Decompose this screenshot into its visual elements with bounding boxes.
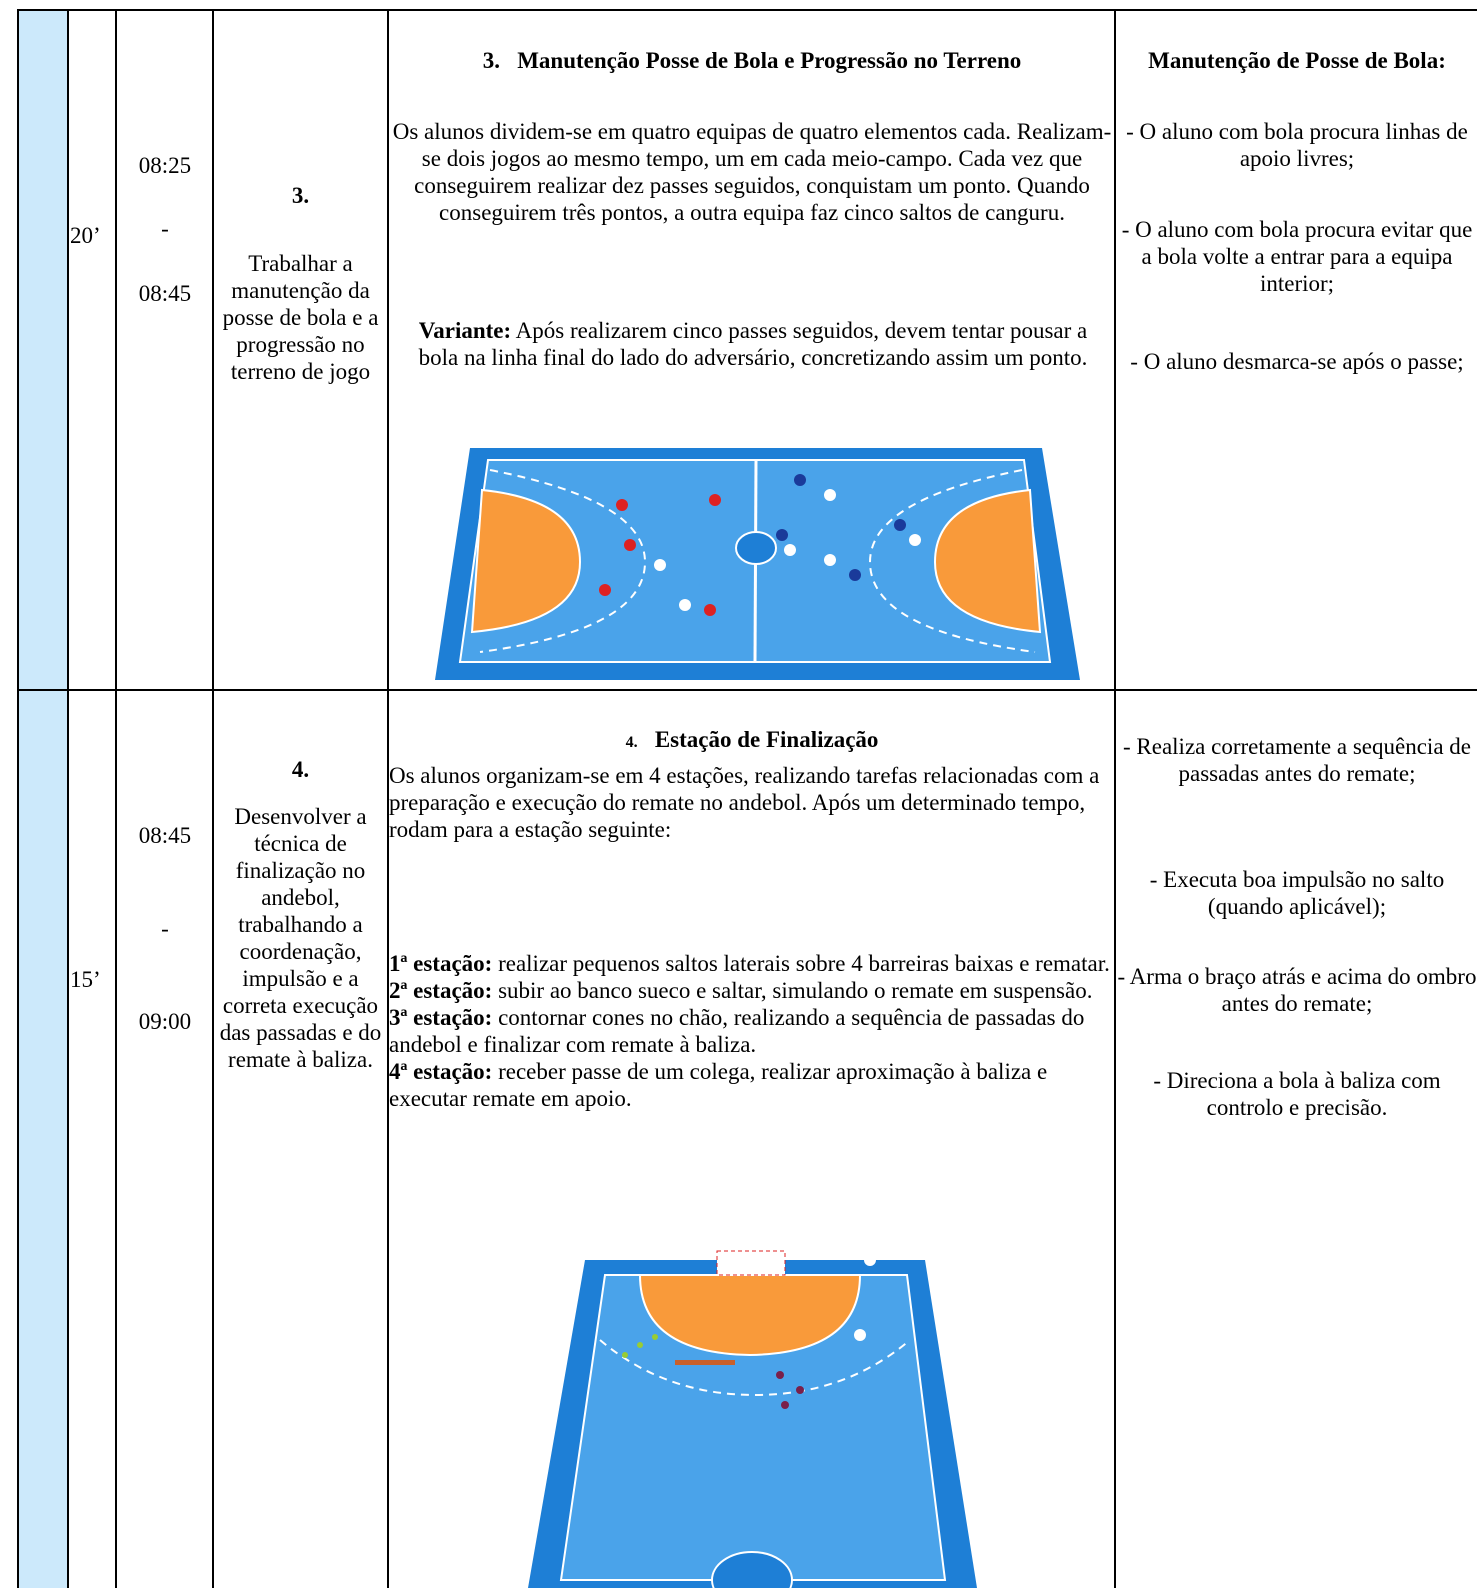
variant-label: Variante:	[418, 318, 512, 343]
border	[387, 9, 389, 1588]
cone	[796, 1386, 804, 1394]
player	[599, 584, 611, 596]
task-title: 4. Estação de Finalização	[390, 726, 1114, 756]
start-time: 08:45	[138, 823, 192, 848]
center-circle	[735, 531, 777, 565]
player	[849, 569, 861, 581]
task-variant: Variante: Após realizarem cinco passes s…	[400, 317, 1106, 371]
task-number: 3.	[482, 48, 500, 73]
time-separator: -	[161, 916, 169, 941]
player	[909, 534, 921, 546]
player	[616, 499, 628, 511]
station: 3ª estação: contornar cones no chão, rea…	[389, 1004, 1113, 1058]
station-text: receber passe de um colega, realizar apr…	[389, 1059, 1048, 1111]
criteria-item: - Arma o braço atrás e acima do ombro an…	[1117, 964, 1477, 1016]
station-label: 1ª estação:	[389, 951, 493, 976]
station-label: 4ª estação:	[389, 1059, 493, 1084]
player	[704, 604, 716, 616]
task-description: Os alunos dividem-se em quatro equipas d…	[392, 119, 1112, 225]
goal-area	[470, 488, 582, 634]
player	[654, 559, 666, 571]
cone	[781, 1401, 789, 1409]
border	[115, 9, 117, 1588]
players	[599, 474, 921, 616]
border	[17, 9, 19, 1588]
goal-area	[933, 488, 1042, 634]
player	[824, 489, 836, 501]
criteria-item: - Direciona a bola à baliza com controlo…	[1153, 1068, 1441, 1120]
station: 1ª estação: realizar pequenos saltos lat…	[389, 950, 1113, 977]
player	[709, 494, 721, 506]
cone	[776, 1371, 784, 1379]
station-text: realizar pequenos saltos laterais sobre …	[498, 951, 1110, 976]
court-diagram	[435, 448, 1080, 680]
player	[624, 539, 636, 551]
player	[794, 474, 806, 486]
criteria-title: Manutenção de Posse de Bola:	[1148, 48, 1446, 73]
player	[824, 554, 836, 566]
criteria-item: - O aluno desmarca-se após o passe;	[1130, 349, 1464, 374]
variant-text: Após realizarem cinco passes seguidos, d…	[418, 318, 1088, 370]
court-diagram	[528, 1250, 977, 1588]
hurdle	[622, 1352, 628, 1358]
border	[1114, 9, 1116, 1588]
station-text: subir ao banco sueco e saltar, simulando…	[498, 978, 1093, 1003]
task-title-text: Estação de Finalização	[654, 727, 879, 752]
player	[679, 599, 691, 611]
free-throw-line	[599, 1339, 911, 1397]
time-separator: -	[161, 216, 169, 241]
station-label: 3ª estação:	[389, 1005, 493, 1030]
task-number: 4.	[625, 734, 638, 751]
player	[784, 544, 796, 556]
player	[776, 529, 788, 541]
border	[18, 689, 1477, 691]
criteria-item: - Executa boa impulsão no salto (quando …	[1149, 867, 1445, 919]
end-time: 09:00	[138, 1009, 192, 1034]
stations: 1ª estação: realizar pequenos saltos lat…	[389, 950, 1113, 1112]
objective: Desenvolver a técnica de finalização no …	[219, 804, 382, 1072]
player	[864, 1254, 876, 1266]
bench	[675, 1360, 735, 1365]
center-circle	[711, 1551, 793, 1588]
criteria-item: - O aluno com bola procura linhas de apo…	[1126, 119, 1468, 171]
hurdle	[637, 1342, 643, 1348]
end-time: 08:45	[138, 281, 192, 306]
start-time: 08:25	[138, 153, 192, 178]
player	[854, 1329, 866, 1341]
criteria-item: - Realiza corretamente a sequência de pa…	[1123, 734, 1471, 786]
border	[18, 9, 1477, 11]
player	[894, 519, 906, 531]
task-title-text: Manutenção Posse de Bola e Progressão no…	[517, 48, 1022, 73]
side-band	[18, 10, 68, 1588]
border	[67, 9, 69, 1588]
border	[212, 9, 214, 1588]
free-throw-line	[868, 469, 1036, 653]
station: 2ª estação: subir ao banco sueco e salta…	[389, 977, 1113, 1004]
objective-number: 3.	[291, 183, 310, 208]
task-title: 3. Manutenção Posse de Bola e Progressão…	[390, 47, 1114, 74]
hurdle	[652, 1334, 658, 1340]
objective: Trabalhar a manutenção da posse de bola …	[222, 251, 379, 384]
criteria-item: - O aluno com bola procura evitar que a …	[1121, 217, 1473, 296]
task-description: Os alunos organizam-se em 4 estações, re…	[389, 763, 1100, 842]
duration: 15’	[70, 967, 101, 992]
station-text: contornar cones no chão, realizando a se…	[389, 1005, 1085, 1057]
station: 4ª estação: receber passe de um colega, …	[389, 1058, 1113, 1112]
objective-number: 4.	[291, 757, 310, 782]
goal	[716, 1250, 786, 1276]
free-throw-line	[479, 469, 647, 653]
goal-area	[638, 1274, 862, 1357]
station-label: 2ª estação:	[389, 978, 493, 1003]
duration: 20’	[70, 223, 101, 248]
